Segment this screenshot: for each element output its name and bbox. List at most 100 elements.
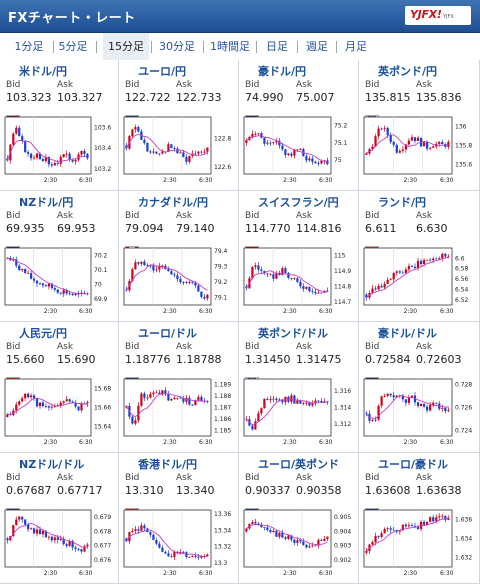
y-tick-label: 6.54 — [455, 286, 469, 293]
candle — [281, 145, 284, 150]
rate-cell[interactable]: ユーロ/豪ドル Bid Ask 1.63608 1.63638 1.636 1.634 1.6… — [359, 453, 480, 584]
ask-value: 1.18788 — [176, 353, 222, 366]
mini-chart[interactable]: 1.189 1.188 1.187 1.186 1.185 2:30 6:30 — [119, 370, 239, 450]
pair-name-link[interactable]: 英ポンド/円 — [378, 65, 438, 78]
mini-chart[interactable]: 70.2 70.1 70 69.9 2:30 6:30 — [0, 239, 119, 319]
candle — [27, 524, 30, 530]
candle — [47, 536, 50, 538]
candle — [173, 274, 176, 276]
candle — [149, 394, 152, 398]
pair-name-link[interactable]: 香港ドル/円 — [138, 458, 198, 471]
pair-name-link[interactable]: スイスフラン/円 — [258, 196, 339, 209]
pair-name-link[interactable]: NZドル/円 — [19, 196, 74, 209]
mini-chart[interactable]: 0.728 0.726 0.724 2:30 6:30 — [359, 370, 480, 450]
candle — [44, 157, 48, 162]
candle — [429, 147, 432, 149]
ask-value: 15.690 — [57, 353, 96, 366]
candle — [416, 260, 420, 269]
pair-name-link[interactable]: ユーロ/英ポンド — [258, 458, 340, 471]
y-tick-label: 0.728 — [455, 382, 472, 389]
tab-1[interactable]: 1分足 — [14, 40, 44, 53]
rate-cell[interactable]: 人民元/円 Bid Ask 15.660 15.690 15.68 15.66 15.64 2:… — [0, 322, 119, 453]
candle — [377, 405, 380, 420]
tab-5[interactable]: 1時間足 — [210, 40, 250, 53]
candle — [380, 128, 383, 130]
mini-chart[interactable]: 0.905 0.904 0.903 0.902 2:30 6:30 — [239, 501, 359, 581]
candle — [161, 547, 164, 552]
rate-cell[interactable]: 豪ドル/円 Bid Ask 74.990 75.007 75.2 75.1 75 2:30 6:3… — [239, 60, 359, 191]
rate-cell[interactable]: ランド/円 Bid Ask 6.611 6.630 6.6 6.58 6.56 6.54 6.52… — [359, 191, 480, 322]
ask-label: Ask — [57, 342, 74, 352]
flag-eu-icon — [365, 460, 379, 518]
mini-chart[interactable]: 79.4 79.3 79.2 79.1 2:30 6:30 — [119, 239, 239, 319]
mini-chart[interactable]: 103.6 103.4 103.2 2:30 6:30 — [0, 108, 119, 188]
candle — [83, 292, 86, 294]
rate-cell[interactable]: NZドル/ドル Bid Ask 0.67687 0.67717 0.679 0.678 0.6… — [0, 453, 119, 584]
rate-cell[interactable]: ユーロ/ドル Bid Ask 1.18776 1.18788 1.189 1.188 1.18… — [119, 322, 239, 453]
bid-label: Bid — [365, 80, 380, 90]
y-tick-label: 114.9 — [334, 268, 351, 275]
pair-name-link[interactable]: NZドル/ドル — [19, 458, 85, 471]
mini-chart[interactable]: 0.679 0.678 0.677 0.676 2:30 6:30 — [0, 501, 119, 581]
tab-separator — [297, 41, 298, 53]
candle — [44, 406, 48, 407]
pair-name-link[interactable]: カナダドル/円 — [138, 196, 209, 209]
tab-8[interactable]: 月足 — [345, 40, 367, 53]
candle — [74, 547, 77, 549]
rate-cell[interactable]: 米ドル/円 Bid Ask 103.323 103.327 103.6 103.4 103.2… — [0, 60, 119, 191]
tab-2[interactable]: 5分足 — [58, 40, 88, 53]
candle — [125, 145, 128, 149]
tab-7[interactable]: 週足 — [306, 40, 328, 53]
candle — [419, 260, 423, 265]
rate-cell[interactable]: 英ポンド/円 Bid Ask 135.815 135.836 136 135.8 135.6 2… — [359, 60, 480, 191]
mini-chart[interactable]: 6.6 6.58 6.56 6.54 6.52 2:30 6:30 — [359, 239, 480, 319]
candle — [131, 129, 134, 137]
rate-cell[interactable]: 香港ドル/円 Bid Ask 13.310 13.340 13.36 13.34 13.32 1… — [119, 453, 239, 584]
mini-chart[interactable]: 13.36 13.34 13.32 13.3 2:30 6:30 — [119, 501, 239, 581]
mini-chart[interactable]: 75.2 75.1 75 2:30 6:30 — [239, 108, 359, 188]
mini-chart[interactable]: 136 135.8 135.6 2:30 6:30 — [359, 108, 480, 188]
pair-name-link[interactable]: ランド/円 — [378, 196, 427, 209]
mini-chart[interactable]: 115 114.9 114.8 114.7 2:30 6:30 — [239, 239, 359, 319]
pair-name-link[interactable]: ユーロ/豪ドル — [378, 458, 449, 471]
y-tick-label: 75.2 — [334, 123, 348, 130]
logo-sub: YJFX — [443, 14, 454, 20]
rate-cell[interactable]: 英ポンド/ドル Bid Ask 1.31450 1.31475 1.316 1.314 1.3… — [239, 322, 359, 453]
candle — [152, 265, 155, 271]
tab-3[interactable]: 15分足 — [103, 33, 149, 60]
rate-cell[interactable]: カナダドル/円 Bid Ask 79.094 79.140 79.4 79.3 79.2 79.… — [119, 191, 239, 322]
rate-cell[interactable]: 豪ドル/ドル Bid Ask 0.72584 0.72603 0.728 0.726 0.72… — [359, 322, 480, 453]
y-tick-label: 15.64 — [94, 424, 111, 431]
moving-average-line — [126, 264, 208, 291]
candle — [185, 282, 188, 283]
bid-value: 0.72584 — [365, 353, 411, 366]
pair-name-link[interactable]: ユーロ/ドル — [138, 327, 198, 340]
candle — [260, 133, 263, 138]
candle — [395, 395, 398, 398]
rate-cell[interactable]: ユーロ/英ポンド Bid Ask 0.90337 0.90358 0.905 0.904 0.… — [239, 453, 359, 584]
candle — [444, 253, 447, 257]
mini-chart[interactable]: 15.68 15.66 15.64 2:30 6:30 — [0, 370, 119, 450]
rate-cell[interactable]: ユーロ/円 Bid Ask 122.722 122.733 122.8 122.6 2:30 6… — [119, 60, 239, 191]
mini-chart[interactable]: 122.8 122.6 2:30 6:30 — [119, 108, 239, 188]
candle — [44, 530, 48, 538]
rate-cell[interactable]: スイスフラン/円 Bid Ask 114.770 114.816 115 114.9 114.… — [239, 191, 359, 322]
candle — [299, 149, 302, 150]
candle — [435, 258, 438, 260]
pair-name-link[interactable]: 米ドル/円 — [19, 65, 68, 78]
pair-name-link[interactable]: 豪ドル/ドル — [378, 327, 438, 340]
pair-name-link[interactable]: 人民元/円 — [19, 327, 68, 340]
pair-name-link[interactable]: 豪ドル/円 — [258, 65, 307, 78]
yjfx-logo[interactable]: YJFX! YJFX — [405, 6, 471, 25]
rate-cell[interactable]: NZドル/円 Bid Ask 69.935 69.953 70.2 70.1 70 69.9 2:… — [0, 191, 119, 322]
tab-4[interactable]: 30分足 — [159, 40, 195, 53]
pair-name-link[interactable]: ユーロ/円 — [138, 65, 187, 78]
mini-chart[interactable]: 1.636 1.634 1.632 2:30 6:30 — [359, 501, 480, 581]
tab-6[interactable]: 日足 — [266, 40, 288, 53]
tab-separator — [151, 41, 152, 53]
flag-cn-icon — [6, 329, 20, 387]
chart-frame — [4, 509, 92, 568]
pair-name-link[interactable]: 英ポンド/ドル — [258, 327, 329, 340]
candle — [413, 395, 417, 403]
mini-chart[interactable]: 1.316 1.314 1.312 2:30 6:30 — [239, 370, 359, 450]
